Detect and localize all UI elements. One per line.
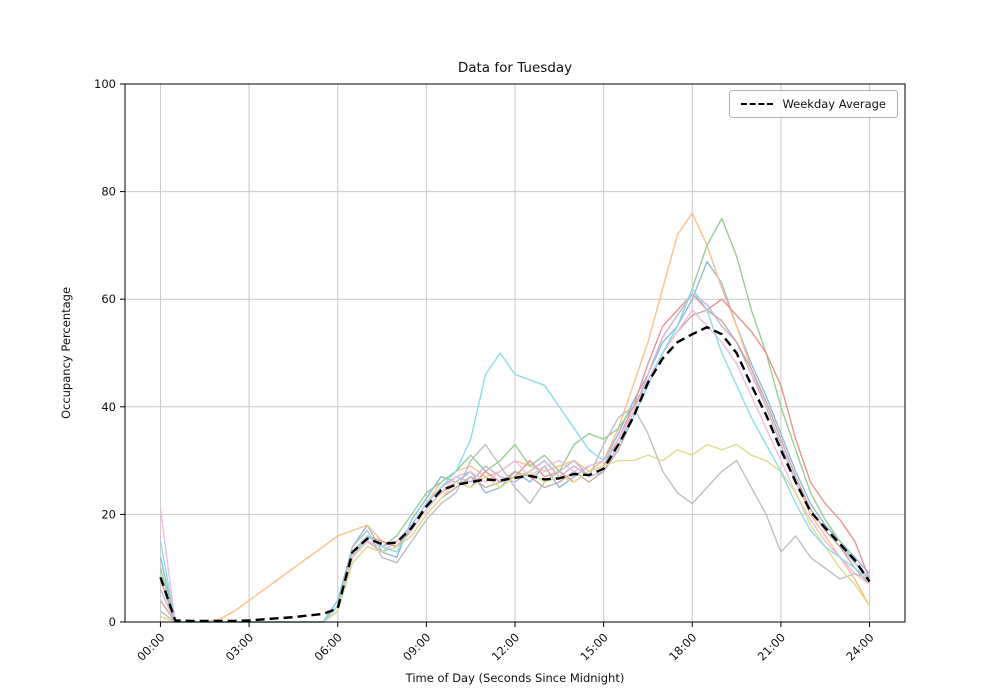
svg-text:0: 0 bbox=[109, 615, 116, 629]
svg-text:12:00: 12:00 bbox=[489, 630, 522, 663]
svg-text:06:00: 06:00 bbox=[312, 630, 345, 663]
x-axis-label: Time of Day (Seconds Since Midnight) bbox=[405, 671, 625, 685]
dashed-line-icon bbox=[741, 103, 774, 105]
y-axis-label: Occupancy Percentage bbox=[59, 286, 73, 420]
svg-text:03:00: 03:00 bbox=[223, 630, 256, 663]
svg-text:09:00: 09:00 bbox=[400, 630, 433, 663]
svg-text:80: 80 bbox=[101, 185, 116, 199]
legend: Weekday Average bbox=[729, 90, 898, 118]
svg-text:21:00: 21:00 bbox=[755, 630, 788, 663]
svg-text:00:00: 00:00 bbox=[134, 630, 167, 663]
svg-text:100: 100 bbox=[94, 77, 116, 91]
svg-text:15:00: 15:00 bbox=[577, 630, 610, 663]
legend-label: Weekday Average bbox=[782, 97, 886, 111]
svg-text:18:00: 18:00 bbox=[666, 630, 699, 663]
svg-text:40: 40 bbox=[101, 400, 116, 414]
svg-text:24:00: 24:00 bbox=[843, 630, 876, 663]
chart-title: Data for Tuesday bbox=[457, 60, 573, 76]
svg-text:20: 20 bbox=[101, 507, 116, 521]
svg-text:60: 60 bbox=[101, 292, 116, 306]
